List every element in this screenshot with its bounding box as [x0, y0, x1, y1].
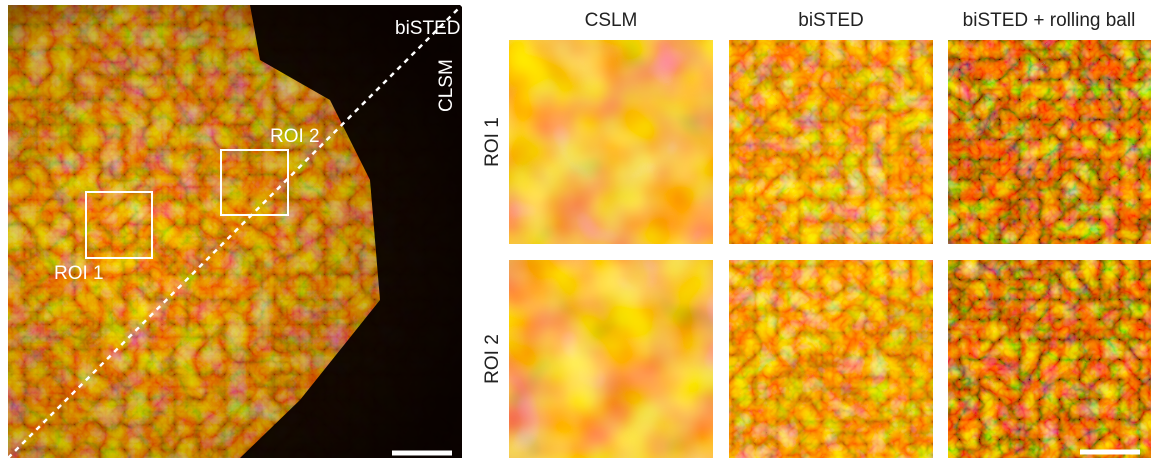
figure: biSTED CLSM ROI 2 ROI 1 CSLM biSTED biST…: [0, 0, 1151, 461]
image-panel: [948, 260, 1151, 458]
overview-label: biSTED: [395, 18, 460, 39]
image-panel: [729, 40, 933, 244]
image-panel: [948, 40, 1151, 244]
image-panel: [729, 260, 933, 458]
page: biSTED CLSM ROI 2 ROI 1 CSLM biSTED biST…: [0, 0, 1151, 466]
roi-label: ROI 1: [54, 263, 104, 284]
overview-label: CLSM: [436, 59, 457, 112]
column-header: CSLM: [585, 10, 638, 31]
image-panel: [509, 40, 713, 244]
column-header: biSTED + rolling ball: [963, 10, 1136, 31]
row-header: ROI 1: [482, 117, 503, 167]
column-header: biSTED: [798, 10, 863, 31]
roi-label: ROI 2: [270, 126, 320, 147]
overview-image: biSTED CLSM ROI 2 ROI 1: [8, 5, 462, 458]
image-panel: [509, 260, 713, 458]
row-header: ROI 2: [482, 334, 503, 384]
